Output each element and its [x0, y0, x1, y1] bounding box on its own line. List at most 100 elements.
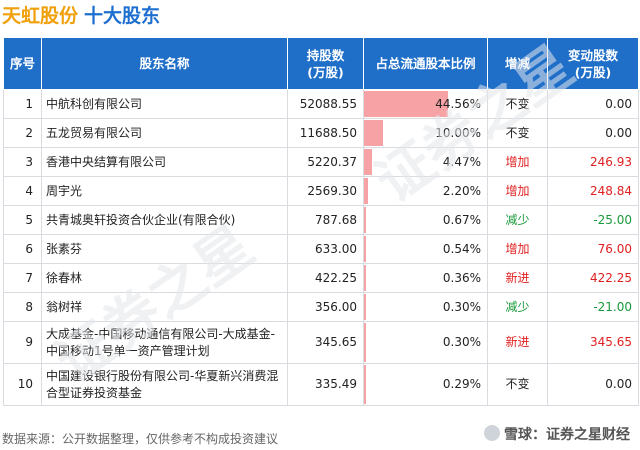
ratio-bar — [364, 323, 366, 362]
ratio-value: 0.30% — [442, 299, 481, 314]
table-row: 10 中国建设银行股份有限公司-华夏新兴消费混合型证券投资基金 335.49 0.29… — [3, 363, 639, 406]
shares-held: 335.49 — [287, 363, 364, 406]
shareholder-name: 周宇光 — [41, 176, 288, 206]
row-index: 4 — [3, 176, 42, 206]
ratio-bar — [364, 365, 366, 404]
ratio-cell: 2.20% — [363, 176, 488, 206]
row-index: 2 — [3, 118, 42, 148]
shareholder-name: 翁树祥 — [41, 292, 288, 322]
snowball-logo-icon — [484, 425, 500, 441]
change-amount: 76.00 — [547, 234, 639, 264]
table-row: 1 中航科创有限公司 52088.55 44.56% 不变 0.00 — [3, 89, 639, 119]
col-header-change: 增减 — [487, 37, 548, 90]
shareholder-name: 共青城奥轩投资合伙企业(有限合伙) — [41, 205, 288, 235]
table-row: 5 共青城奥轩投资合伙企业(有限合伙) 787.68 0.67% 减少 -25.00 — [3, 205, 639, 235]
ratio-value: 0.54% — [442, 241, 481, 256]
ratio-bar — [364, 178, 369, 204]
page-subtitle: 十大股东 — [84, 5, 161, 27]
change-status: 不变 — [487, 118, 548, 148]
table-row: 3 香港中央结算有限公司 5220.37 4.47% 增加 246.93 — [3, 147, 639, 177]
row-index: 6 — [3, 234, 42, 264]
table-row: 6 张素芬 633.00 0.54% 增加 76.00 — [3, 234, 639, 264]
ratio-cell: 0.30% — [363, 321, 488, 364]
ratio-cell: 10.00% — [363, 118, 488, 148]
shares-held: 11688.50 — [287, 118, 364, 148]
page-title: 天虹股份 十大股东 — [2, 3, 160, 33]
change-status: 增加 — [487, 147, 548, 177]
shares-held: 787.68 — [287, 205, 364, 235]
shares-held: 633.00 — [287, 234, 364, 264]
change-amount: -21.00 — [547, 292, 639, 322]
ratio-value: 4.47% — [442, 154, 481, 169]
table-row: 9 大成基金-中国移动通信有限公司-大成基金-中国移动1号单一资产管理计划 345.… — [3, 321, 639, 364]
ratio-cell: 0.29% — [363, 363, 488, 406]
row-index: 1 — [3, 89, 42, 119]
col-header-name: 股东名称 — [41, 37, 288, 90]
ratio-value: 0.30% — [442, 335, 481, 349]
ratio-cell: 0.36% — [363, 263, 488, 293]
shares-held: 356.00 — [287, 292, 364, 322]
brand-text: 雪球：证券之星财经 — [504, 427, 630, 443]
change-status: 新进 — [487, 321, 548, 364]
change-status: 不变 — [487, 89, 548, 119]
brand-label: 雪球：证券之星财经 — [484, 424, 630, 444]
header-line: (万股) — [574, 64, 612, 80]
ratio-bar — [364, 294, 366, 320]
row-index: 8 — [3, 292, 42, 322]
ratio-cell: 0.54% — [363, 234, 488, 264]
header-line: 持股数 — [306, 47, 345, 63]
row-index: 3 — [3, 147, 42, 177]
row-index: 5 — [3, 205, 42, 235]
header-line: (万股) — [307, 64, 344, 80]
header-line: 变动股数 — [567, 47, 618, 63]
ratio-value: 10.00% — [435, 125, 481, 140]
change-status: 新进 — [487, 263, 548, 293]
ratio-cell: 4.47% — [363, 147, 488, 177]
shareholder-name: 中国建设银行股份有限公司-华夏新兴消费混合型证券投资基金 — [41, 363, 288, 406]
ratio-bar — [364, 149, 373, 175]
table-row: 8 翁树祥 356.00 0.30% 减少 -21.00 — [3, 292, 639, 322]
change-status: 减少 — [487, 205, 548, 235]
shareholder-name: 香港中央结算有限公司 — [41, 147, 288, 177]
change-status: 减少 — [487, 292, 548, 322]
ratio-value: 0.36% — [442, 270, 481, 285]
col-header-delta: 变动股数 (万股) — [547, 37, 639, 90]
shareholder-name: 五龙贸易有限公司 — [41, 118, 288, 148]
ratio-value: 2.20% — [442, 183, 481, 198]
shares-held: 5220.37 — [287, 147, 364, 177]
row-index: 9 — [3, 321, 42, 364]
shareholder-name: 中航科创有限公司 — [41, 89, 288, 119]
change-amount: 0.00 — [547, 363, 639, 406]
company-name: 天虹股份 — [2, 5, 79, 27]
col-header-ratio: 占总流通股本比例 — [363, 37, 488, 90]
shares-held: 2569.30 — [287, 176, 364, 206]
shareholder-name: 张素芬 — [41, 234, 288, 264]
ratio-cell: 0.30% — [363, 292, 488, 322]
change-amount: 246.93 — [547, 147, 639, 177]
ratio-value: 0.29% — [442, 377, 481, 391]
change-status: 不变 — [487, 363, 548, 406]
ratio-bar — [364, 236, 366, 262]
change-amount: 345.65 — [547, 321, 639, 364]
change-status: 增加 — [487, 176, 548, 206]
ratio-bar — [364, 207, 366, 233]
change-amount: 422.25 — [547, 263, 639, 293]
row-index: 10 — [3, 363, 42, 406]
ratio-value: 0.67% — [442, 212, 481, 227]
ratio-bar — [364, 265, 366, 291]
change-amount: 0.00 — [547, 118, 639, 148]
ratio-bar — [364, 91, 448, 117]
ratio-cell: 0.67% — [363, 205, 488, 235]
ratio-value: 44.56% — [435, 96, 481, 111]
data-source-note: 数据来源：公开数据整理，仅供参考不构成投资建议 — [2, 432, 279, 446]
row-index: 7 — [3, 263, 42, 293]
shareholders-table: 序号 股东名称 持股数 (万股) 占总流通股本比例 增减 变动股数 (万股) 1 中航… — [3, 37, 639, 406]
change-amount: 248.84 — [547, 176, 639, 206]
shareholder-name: 大成基金-中国移动通信有限公司-大成基金-中国移动1号单一资产管理计划 — [41, 321, 288, 364]
shares-held: 422.25 — [287, 263, 364, 293]
change-amount: 0.00 — [547, 89, 639, 119]
shareholder-name: 徐春林 — [41, 263, 288, 293]
col-header-shares: 持股数 (万股) — [287, 37, 364, 90]
table-header-row: 序号 股东名称 持股数 (万股) 占总流通股本比例 增减 变动股数 (万股) — [3, 37, 639, 90]
ratio-bar — [364, 120, 383, 146]
